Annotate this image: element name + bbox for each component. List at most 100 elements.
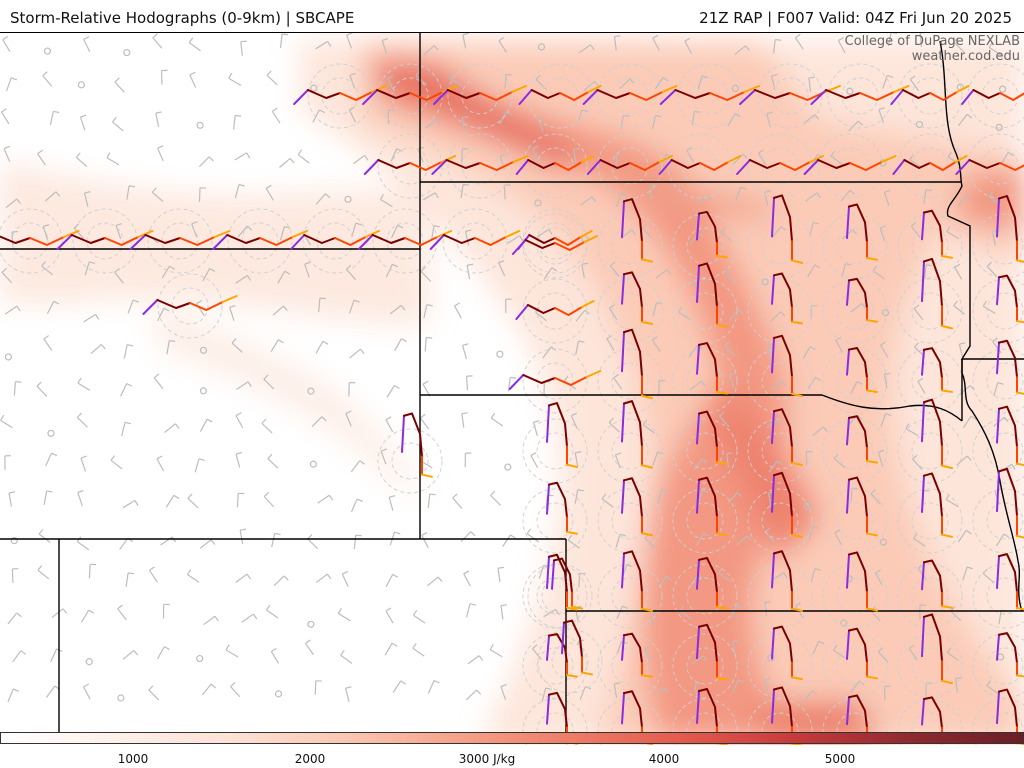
wind-barb bbox=[502, 534, 516, 547]
wind-barb bbox=[608, 417, 620, 433]
wind-barb bbox=[958, 113, 973, 126]
wind-barb bbox=[426, 576, 443, 587]
hodograph bbox=[921, 257, 953, 330]
hodograph bbox=[921, 472, 953, 538]
wind-barb bbox=[345, 264, 357, 281]
wind-barb bbox=[37, 149, 46, 166]
wind-barb bbox=[46, 685, 60, 698]
wind-barb bbox=[658, 575, 672, 589]
hodograph bbox=[803, 155, 897, 175]
wind-barb bbox=[419, 413, 430, 430]
wind-barb bbox=[315, 573, 332, 584]
wind-barb bbox=[235, 412, 244, 429]
hodograph bbox=[290, 230, 380, 250]
wind-barb bbox=[106, 152, 120, 166]
wind-barb bbox=[578, 44, 595, 54]
calm-wind-circle bbox=[915, 120, 924, 129]
hodograph-range-ring bbox=[672, 633, 738, 699]
wind-barb bbox=[848, 120, 863, 132]
hodograph bbox=[658, 155, 742, 175]
wind-barb bbox=[832, 644, 846, 659]
wind-barb bbox=[164, 423, 180, 434]
calm-wind-circle bbox=[274, 690, 283, 698]
hodograph bbox=[696, 557, 728, 610]
hodograph-range-ring bbox=[672, 418, 738, 484]
hodograph bbox=[771, 625, 803, 681]
wind-barb bbox=[946, 226, 960, 240]
wind-barb bbox=[235, 274, 252, 284]
calm-wind-circle bbox=[761, 278, 769, 286]
wind-barb bbox=[995, 533, 1010, 547]
hodograph-range-ring bbox=[822, 633, 888, 699]
wind-barb bbox=[532, 145, 539, 162]
wind-barb bbox=[348, 106, 357, 123]
wind-barb bbox=[82, 683, 91, 700]
hodograph bbox=[771, 334, 803, 398]
calm-wind-circle bbox=[43, 47, 52, 55]
calm-wind-circle bbox=[196, 654, 204, 663]
wind-barb bbox=[841, 263, 852, 278]
calm-wind-circle bbox=[504, 463, 512, 471]
wind-barb bbox=[37, 565, 50, 580]
header-bar: Storm-Relative Hodographs (0-9km) | SBCA… bbox=[0, 0, 1024, 32]
wind-barb bbox=[202, 268, 216, 282]
wind-barb bbox=[239, 528, 247, 545]
wind-barb bbox=[679, 605, 692, 620]
wind-barb bbox=[988, 41, 1002, 56]
wind-barb bbox=[80, 609, 95, 623]
wind-barb bbox=[530, 452, 539, 469]
map-area[interactable] bbox=[0, 32, 1024, 745]
wind-barb bbox=[415, 70, 427, 86]
wind-barb bbox=[986, 261, 998, 277]
wind-barb bbox=[420, 266, 432, 282]
wind-barb bbox=[946, 647, 960, 662]
wind-barb bbox=[388, 495, 396, 511]
hodograph bbox=[293, 85, 387, 105]
map-title: Storm-Relative Hodographs (0-9km) | SBCA… bbox=[10, 9, 355, 27]
wind-barb bbox=[279, 33, 289, 48]
wind-barb bbox=[812, 426, 828, 437]
wind-barb bbox=[872, 265, 885, 280]
wind-barb bbox=[350, 460, 365, 473]
wind-barb bbox=[115, 222, 122, 239]
wind-barb bbox=[580, 196, 596, 206]
wind-barb bbox=[230, 682, 241, 698]
wind-barb bbox=[583, 80, 599, 92]
wind-barb bbox=[794, 33, 804, 50]
hodograph-range-ring bbox=[597, 488, 663, 554]
hodograph-range-rings bbox=[0, 63, 1024, 745]
wind-barb bbox=[189, 71, 197, 88]
hodograph bbox=[621, 271, 653, 325]
wind-barb bbox=[353, 534, 362, 550]
wind-barb bbox=[467, 655, 484, 665]
wind-barb bbox=[83, 191, 91, 207]
wind-barb bbox=[166, 339, 176, 355]
wind-barb bbox=[351, 222, 362, 237]
wind-barb bbox=[613, 373, 623, 390]
wind-barb bbox=[724, 269, 736, 285]
wind-barb bbox=[270, 339, 284, 353]
wind-barb bbox=[696, 532, 709, 546]
hodograph bbox=[771, 471, 803, 539]
calm-wind-circle bbox=[879, 538, 888, 546]
wind-barb bbox=[503, 184, 511, 200]
wind-barb bbox=[112, 116, 124, 132]
hodograph bbox=[955, 159, 1024, 175]
wind-barb bbox=[422, 380, 431, 397]
wind-barb bbox=[314, 680, 322, 695]
wind-barb bbox=[460, 148, 469, 163]
wind-barb bbox=[572, 147, 580, 164]
hodograph bbox=[431, 155, 529, 175]
wind-barb bbox=[261, 418, 273, 434]
wind-barb bbox=[394, 338, 407, 352]
wind-barb bbox=[5, 198, 22, 209]
wind-barb bbox=[462, 33, 469, 49]
wind-barb bbox=[453, 302, 462, 319]
wind-barb bbox=[233, 114, 242, 130]
wind-barb bbox=[925, 682, 933, 698]
wind-barb bbox=[263, 374, 275, 390]
hodograph-range-ring bbox=[522, 698, 588, 745]
hodograph bbox=[561, 619, 593, 676]
wind-barb bbox=[490, 412, 504, 427]
cape-shading bbox=[0, 41, 1024, 745]
